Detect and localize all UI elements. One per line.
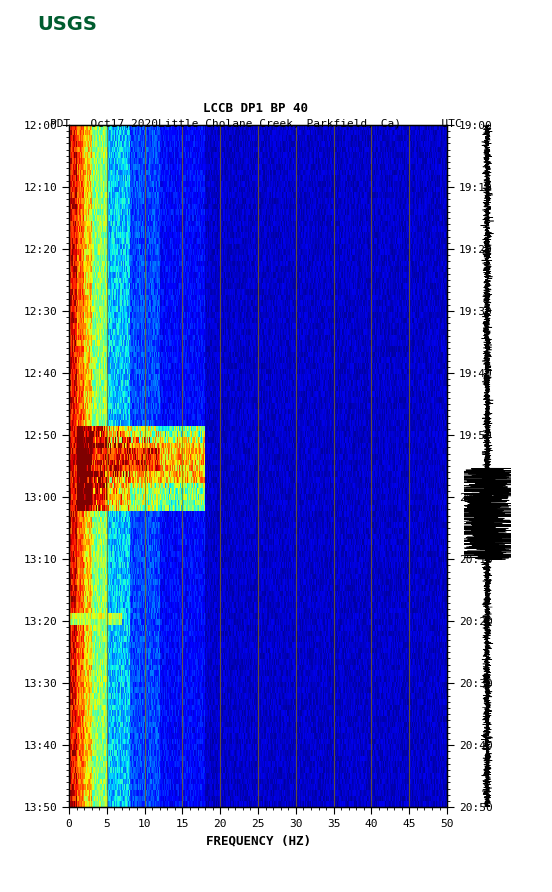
Text: LCCB DP1 BP 40: LCCB DP1 BP 40 [203, 103, 308, 115]
Text: USGS: USGS [38, 15, 97, 35]
X-axis label: FREQUENCY (HZ): FREQUENCY (HZ) [205, 835, 311, 847]
Text: PDT   Oct17,2020Little Cholane Creek, Parkfield, Ca)      UTC: PDT Oct17,2020Little Cholane Creek, Park… [50, 118, 461, 128]
